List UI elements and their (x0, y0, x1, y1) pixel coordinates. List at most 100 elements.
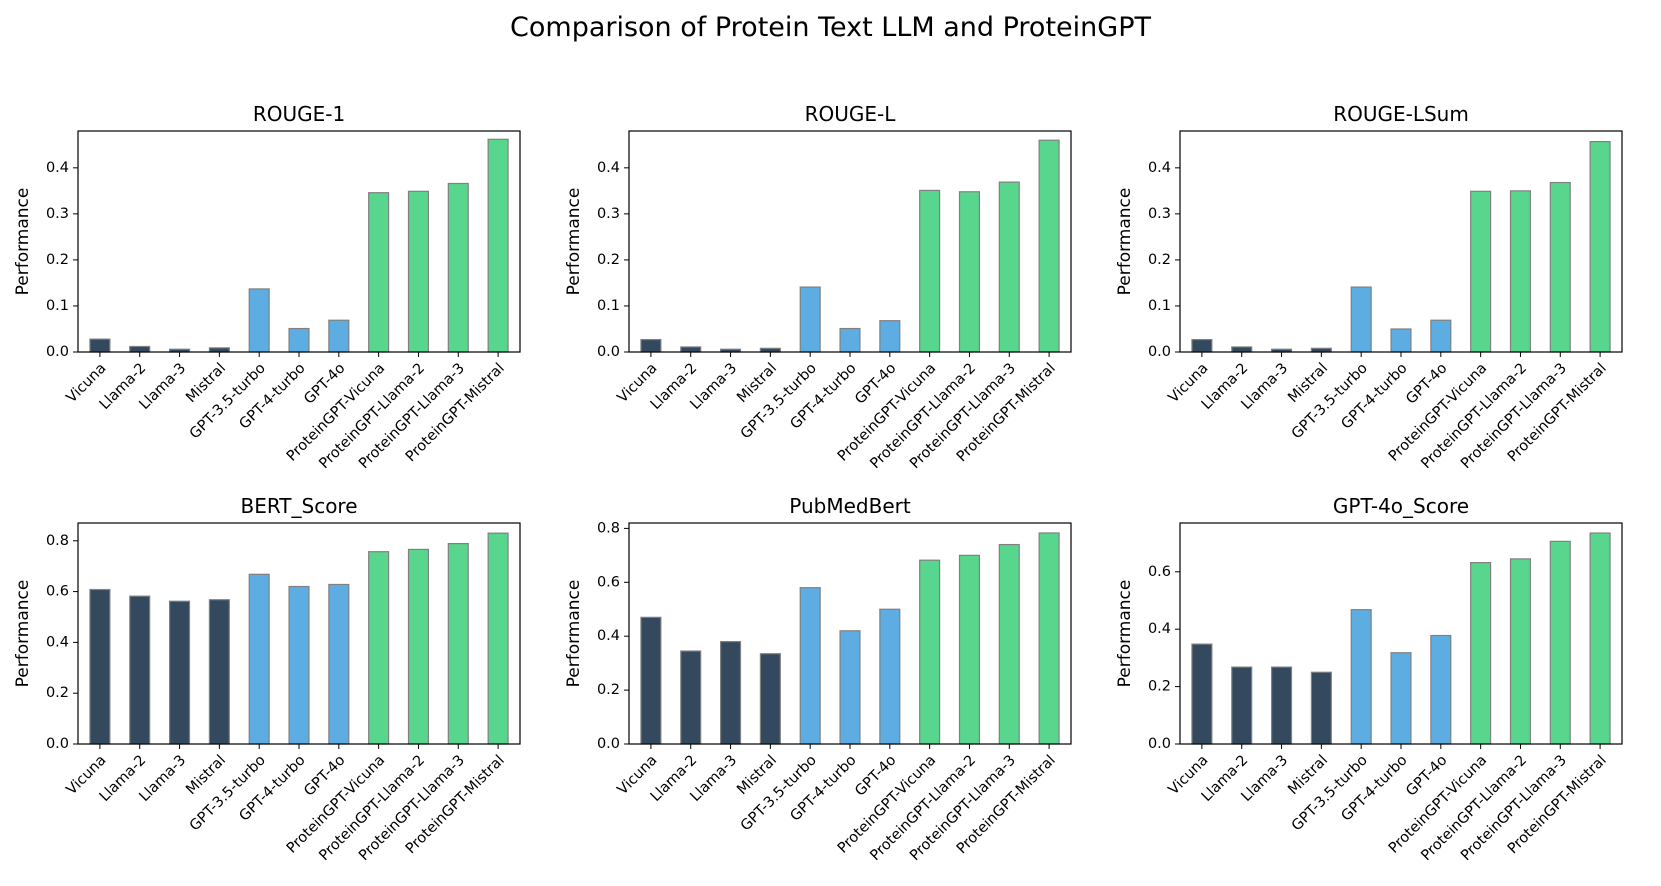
bar (1270, 666, 1293, 745)
y-tick-label: 0.3 (1148, 206, 1171, 222)
y-axis-label: Performance (1115, 188, 1135, 296)
y-axis-label: Performance (564, 580, 584, 688)
axes-frame (628, 522, 1072, 745)
bar (407, 548, 430, 745)
y-tick-label: 0.6 (597, 574, 620, 590)
bar (487, 532, 509, 745)
y-tick-label: 0.2 (46, 252, 69, 268)
bar (1509, 190, 1532, 353)
bar (447, 182, 469, 353)
subplot-4: VicunaLlama-2Llama-3MistralGPT-3.5-turbo… (13, 494, 521, 864)
y-tick-label: 0.2 (597, 682, 620, 698)
y-tick-label: 0.2 (1148, 252, 1171, 268)
bar (799, 587, 821, 745)
bar (487, 138, 509, 353)
bar (1191, 338, 1213, 353)
bar (1231, 346, 1253, 353)
bar (919, 559, 941, 745)
subplot-5: VicunaLlama-2Llama-3MistralGPT-3.5-turbo… (564, 494, 1072, 864)
bar (89, 588, 111, 745)
bar (680, 346, 702, 353)
bar (879, 608, 901, 745)
bar (1589, 140, 1611, 353)
bar (1589, 532, 1611, 745)
y-tick-label: 0.3 (46, 206, 69, 222)
y-tick-label: 0.1 (1148, 298, 1171, 314)
subplot-1: VicunaLlama-2Llama-3MistralGPT-3.5-turbo… (13, 102, 521, 472)
subplot-2: VicunaLlama-2Llama-3MistralGPT-3.5-turbo… (564, 102, 1072, 472)
bar (407, 190, 430, 353)
bar (288, 327, 310, 353)
subplot-title: BERT_Score (240, 494, 357, 518)
bar (839, 327, 861, 353)
bar (680, 650, 702, 745)
y-tick-label: 0.6 (46, 584, 69, 600)
bar (1350, 609, 1372, 745)
bar (799, 286, 821, 353)
bar (958, 554, 981, 745)
subplot-title: PubMedBert (789, 494, 911, 518)
subplot-title: GPT-4o_Score (1333, 494, 1469, 518)
bar (1390, 652, 1412, 745)
axes-frame (77, 130, 521, 353)
y-tick-label: 0.2 (46, 685, 69, 701)
bar (1310, 671, 1332, 745)
bar (168, 600, 191, 745)
bar (447, 542, 469, 745)
y-tick-label: 0.8 (597, 520, 620, 536)
subplot-title: ROUGE-LSum (1333, 102, 1469, 126)
bar (208, 599, 230, 745)
y-tick-label: 0.2 (597, 252, 620, 268)
bar (640, 338, 662, 353)
bar (368, 551, 390, 745)
bar (1350, 286, 1372, 353)
bar (248, 288, 270, 353)
bar (1470, 562, 1492, 745)
bar (1549, 540, 1571, 745)
y-tick-label: 0.8 (46, 533, 69, 549)
axes-frame (628, 130, 1072, 353)
bar (1038, 532, 1060, 745)
bar (958, 191, 981, 353)
bar (1470, 190, 1492, 353)
bar (1430, 319, 1452, 353)
bar (89, 338, 111, 353)
y-tick-label: 0.0 (46, 344, 69, 360)
subplot-3: VicunaLlama-2Llama-3MistralGPT-3.5-turbo… (1115, 102, 1623, 472)
y-tick-label: 0.4 (1148, 621, 1171, 637)
y-tick-label: 0.4 (1148, 160, 1171, 176)
subplot-6: VicunaLlama-2Llama-3MistralGPT-3.5-turbo… (1115, 494, 1623, 864)
figure-title: Comparison of Protein Text LLM and Prote… (510, 12, 1151, 43)
y-tick-label: 0.4 (597, 160, 620, 176)
y-tick-label: 0.0 (1148, 736, 1171, 752)
bar (1509, 558, 1532, 745)
axes-frame (1179, 522, 1623, 745)
bar (368, 192, 390, 353)
y-tick-label: 0.1 (46, 298, 69, 314)
y-tick-label: 0.4 (46, 634, 69, 650)
bar (328, 583, 350, 745)
bar (1390, 328, 1412, 353)
subplot-title: ROUGE-1 (253, 102, 345, 126)
bar (998, 181, 1020, 353)
y-tick-label: 0.4 (46, 160, 69, 176)
bar (248, 573, 270, 745)
bar (129, 345, 151, 353)
bar (919, 189, 941, 353)
y-tick-label: 0.0 (1148, 344, 1171, 360)
bar (719, 640, 742, 745)
y-tick-label: 0.4 (597, 628, 620, 644)
y-axis-label: Performance (1115, 580, 1135, 688)
bar (1038, 139, 1060, 353)
bar (129, 595, 151, 745)
axes-frame (1179, 130, 1623, 353)
bar (288, 585, 310, 745)
bar (1191, 643, 1213, 745)
bar (1549, 181, 1571, 353)
y-tick-label: 0.0 (597, 736, 620, 752)
y-tick-label: 0.0 (46, 736, 69, 752)
bar (998, 543, 1020, 745)
bar (328, 319, 350, 353)
